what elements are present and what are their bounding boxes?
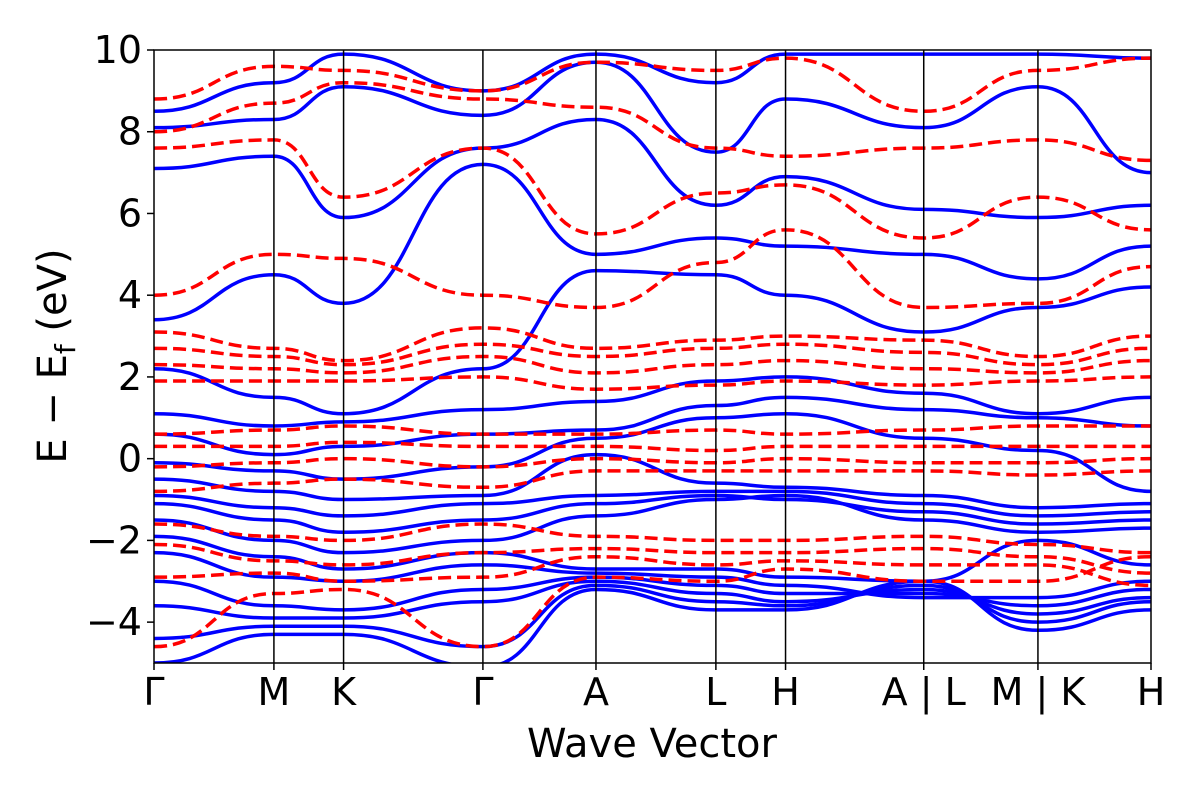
dashed-band-line — [154, 456, 1151, 469]
solid-band-line — [154, 452, 1151, 510]
dashed-band-line — [154, 326, 1151, 363]
y-tick-label: 0 — [118, 437, 142, 481]
solid-band-line — [154, 268, 1151, 416]
x-tick-label: H — [1137, 670, 1166, 714]
y-axis-title: E − Ef (eV) — [30, 248, 82, 463]
y-axis-title-unit: (eV) — [30, 248, 76, 331]
solid-band-line — [154, 375, 1151, 428]
x-tick-label: Γ — [143, 670, 164, 714]
solid-band-line — [154, 117, 1151, 220]
y-axis: −4 −2 0 2 4 6 8 10 — [86, 28, 154, 644]
y-tick-label: −2 — [86, 518, 142, 562]
solid-band-line — [154, 493, 1151, 555]
kpoint-separators — [273, 50, 1039, 663]
solid-band-line — [154, 579, 1151, 663]
dashed-band-line — [154, 354, 1151, 375]
dashed-band-line — [154, 138, 1151, 240]
dashed-band-line — [154, 424, 1151, 436]
x-tick-label: L — [705, 670, 726, 714]
dashed-band-line — [154, 440, 1151, 453]
y-axis-title-main: E − E — [30, 354, 76, 464]
solid-band-line — [154, 162, 1151, 322]
dashed-band-line — [154, 56, 1151, 114]
solid-band-line — [154, 550, 1151, 600]
y-tick-label: 6 — [118, 191, 142, 235]
dashed-band-line — [154, 554, 1151, 649]
solid-band-line — [154, 395, 1151, 457]
solid-band-line — [154, 583, 1151, 649]
solid-band-line — [154, 489, 1151, 518]
y-tick-label: −4 — [86, 600, 142, 644]
x-tick-label: H — [771, 670, 800, 714]
solid-band-line — [154, 579, 1151, 620]
y-tick-label: 10 — [94, 28, 142, 72]
dashed-band-line — [154, 342, 1151, 367]
dashed-band-line — [154, 542, 1151, 575]
x-tick-label: Γ — [472, 670, 493, 714]
bands-layer — [154, 52, 1151, 663]
x-tick-label: M | K — [991, 670, 1087, 715]
y-tick-label: 2 — [118, 355, 142, 399]
y-axis-title-space — [30, 332, 76, 345]
dashed-band-line — [154, 554, 1151, 588]
x-tick-label: K — [331, 670, 357, 714]
dashed-bands — [154, 56, 1151, 649]
dashed-band-line — [154, 469, 1151, 494]
solid-band-line — [154, 575, 1151, 612]
y-axis-title-subscript: f — [49, 343, 82, 354]
solid-band-line — [154, 60, 1151, 175]
dashed-band-line — [154, 375, 1151, 391]
solid-band-line — [154, 493, 1151, 534]
y-tick-label: 8 — [118, 110, 142, 154]
x-tick-label: A — [583, 670, 609, 714]
dashed-band-line — [154, 80, 1151, 163]
plot-frame — [153, 49, 1152, 664]
x-tick-label: A | L — [882, 670, 966, 715]
y-tick-label: 4 — [118, 273, 142, 317]
dashed-band-line — [154, 522, 1151, 555]
x-axis-title: Wave Vector — [527, 721, 778, 767]
x-tick-label: M — [258, 670, 291, 714]
dashed-band-line — [154, 228, 1151, 310]
